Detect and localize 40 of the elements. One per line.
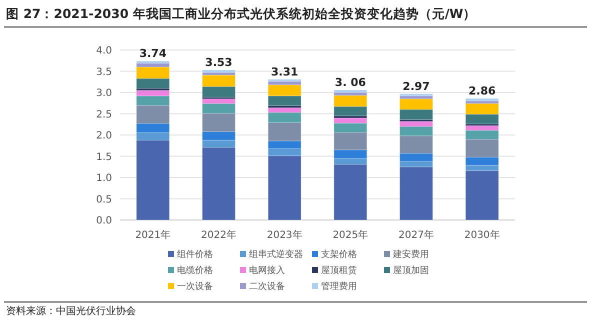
chart-title: 图 27：2021-2030 年我国工商业分布式光伏系统初始全投资变化趋势（元/W） [6, 6, 476, 21]
legend-label: 屋顶租赁 [321, 265, 357, 276]
total-label: 3.31 [271, 65, 298, 78]
total-label: 2.86 [468, 84, 496, 98]
x-tick-label: 2025年 [332, 229, 368, 241]
y-tick-label: 2.0 [96, 130, 112, 142]
bar [334, 90, 368, 93]
legend-label: 建安费用 [392, 249, 429, 260]
x-tick-label: 2030年 [464, 229, 500, 241]
y-tick-label: 3.5 [96, 66, 112, 78]
total-label: 3.74 [139, 47, 167, 60]
legend-label: 一次设备 [177, 281, 213, 292]
bar [465, 98, 499, 102]
y-tick-label: 3.0 [96, 88, 112, 99]
bar [268, 79, 302, 82]
legend-label: 组串式逆变器 [249, 249, 303, 260]
bar [202, 70, 236, 73]
legend-label: 屋顶加固 [393, 265, 429, 276]
y-tick-label: 1.0 [96, 173, 112, 184]
x-tick-label: 2021年 [135, 229, 171, 241]
legend-label: 管理费用 [321, 281, 357, 292]
text: 资料来源：中国光伏行业协会 [6, 305, 136, 317]
x-tick-label: 2023年 [266, 229, 302, 241]
y-tick-label: 0.5 [96, 194, 112, 206]
x-tick-label: 2022年 [201, 229, 236, 241]
y-tick-label: 4.0 [96, 46, 112, 56]
y-tick-label: 1.5 [96, 152, 112, 163]
legend-label: 电网接入 [249, 265, 285, 276]
total-label: 3. 06 [334, 76, 366, 89]
total-label: 3.53 [205, 56, 232, 69]
legend-label: 电缆价格 [177, 265, 213, 276]
y-tick-label: 0.0 [96, 216, 112, 226]
legend-label: 二次设备 [249, 281, 285, 292]
legend-label: 支架价格 [321, 249, 357, 260]
y-tick-label: 2.5 [96, 109, 112, 120]
bar [400, 94, 433, 96]
x-tick-label: 2027年 [398, 229, 434, 241]
bar [136, 60, 170, 64]
total-label: 2.97 [402, 80, 430, 93]
legend-label: 组件价格 [177, 249, 213, 260]
